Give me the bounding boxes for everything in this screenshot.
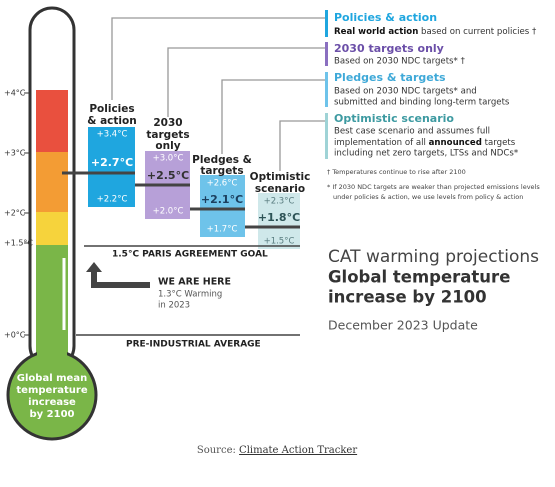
legend-title: Policies & action <box>334 11 437 24</box>
high-value: +3.0°C <box>153 154 184 164</box>
scenario-label: Policies <box>89 103 134 115</box>
bulb-text: increase <box>28 397 76 408</box>
scenario-label: Optimistic <box>250 171 311 183</box>
footnote: * If 2030 NDC targets are weaker than pr… <box>327 183 540 191</box>
high-value: +3.4°C <box>97 130 128 140</box>
legend-bar <box>325 42 328 66</box>
legend-title: Pledges & targets <box>334 71 446 84</box>
heading-subtitle: Global temperature <box>328 268 510 287</box>
legend-text: Based on 2030 NDC targets* and <box>334 87 477 97</box>
scenario-label: & action <box>87 115 136 127</box>
scale-label: +0°C <box>4 331 26 340</box>
legend-title: 2030 targets only <box>334 42 444 55</box>
legend-bar <box>325 113 328 159</box>
scenario-label: scenario <box>255 183 305 195</box>
connector <box>221 79 325 154</box>
connector <box>279 120 325 171</box>
scenario-label: 2030 <box>153 117 182 129</box>
legend-bar <box>325 72 328 107</box>
low-value: +2.2°C <box>97 195 128 205</box>
connector <box>111 17 325 100</box>
high-value: +2.3°C <box>264 197 295 207</box>
bulb-text: Global mean <box>17 373 87 384</box>
scenario-label: targets <box>146 129 189 141</box>
scale-label: +1.5°C <box>4 239 33 248</box>
here-title: WE ARE HERE <box>158 277 231 288</box>
low-value: +1.5°C <box>264 237 295 247</box>
scenario-box <box>258 193 300 249</box>
heading-title: CAT warming projections <box>328 247 539 267</box>
scale-label: +3°C <box>4 149 26 158</box>
scale-label: +4°C <box>4 89 26 98</box>
legend-bar <box>325 10 328 37</box>
low-value: +1.7°C <box>207 225 238 235</box>
legend-text: Real world action based on current polic… <box>334 27 537 37</box>
legend-rest: targets <box>482 138 516 148</box>
scale-label: +2°C <box>4 209 26 218</box>
legend-rest: implementation of all <box>334 138 429 148</box>
mid-value: +2.1°C <box>201 193 243 206</box>
here-arrow <box>86 262 150 288</box>
legend-rest: based on current policies † <box>418 27 537 37</box>
source-link[interactable]: Climate Action Tracker <box>239 445 357 456</box>
heading-subtitle: increase by 2100 <box>328 288 487 307</box>
here-text: 1.3°C Warming <box>158 290 222 300</box>
band <box>36 152 68 212</box>
here-text: in 2023 <box>158 301 190 311</box>
scenario-box <box>88 127 135 207</box>
footnote: under policies & action, we use levels f… <box>333 193 523 201</box>
legend-bold: Real world action <box>334 27 418 37</box>
bulb-text: temperature <box>16 385 87 396</box>
band <box>36 90 68 152</box>
high-value: +2.6°C <box>207 179 238 189</box>
source-prefix: Source: <box>197 445 239 456</box>
connector <box>167 47 325 117</box>
legend-bold: announced <box>429 138 482 148</box>
scenario-label: targets <box>200 165 243 177</box>
paris-label: 1.5°C PARIS AGREEMENT GOAL <box>112 250 268 260</box>
legend-title: Optimistic scenario <box>334 112 454 125</box>
bulb-text: by 2100 <box>30 409 75 420</box>
band <box>37 340 67 360</box>
footnote: † Temperatures continue to rise after 21… <box>327 168 466 176</box>
band <box>36 212 68 245</box>
low-value: +2.0°C <box>153 207 184 217</box>
heading-date: December 2023 Update <box>328 318 478 333</box>
scenario-label: only <box>155 140 180 152</box>
mid-value: +2.5°C <box>147 169 189 182</box>
mid-value: +2.7°C <box>91 156 133 169</box>
legend-text: Best case scenario and assumes full <box>334 127 490 137</box>
scenario-box <box>200 175 245 237</box>
legend-text: submitted and binding long-term targets <box>334 98 510 108</box>
source: Source: Climate Action Tracker <box>197 445 357 456</box>
legend-text: including net zero targets, LTSs and NDC… <box>334 149 519 159</box>
preindustrial-label: PRE-INDUSTRIAL AVERAGE <box>126 340 261 350</box>
legend-text: implementation of all announced targets <box>334 138 516 148</box>
mid-value: +1.8°C <box>258 211 300 224</box>
legend-text: Based on 2030 NDC targets* † <box>334 57 466 67</box>
scenario-label: Pledges & <box>192 154 252 166</box>
